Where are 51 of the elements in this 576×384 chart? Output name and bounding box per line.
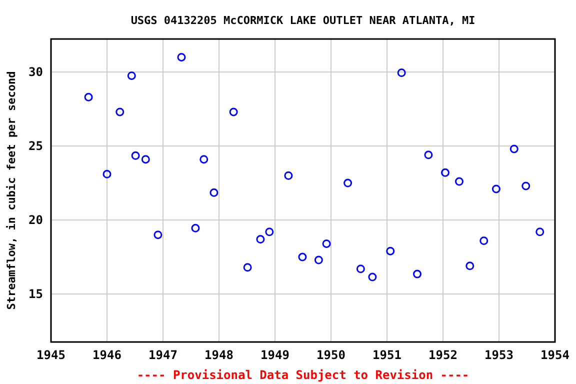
x-tick-label: 1946 — [92, 348, 122, 362]
point — [298, 252, 307, 262]
x-tick-label: 1947 — [148, 348, 178, 362]
point — [412, 270, 422, 278]
point — [141, 155, 150, 164]
y-tick-label: 25 — [28, 139, 43, 154]
point — [200, 155, 208, 164]
x-tick-label: 1954 — [540, 348, 570, 362]
point — [454, 177, 464, 186]
point — [284, 171, 293, 180]
point — [191, 224, 200, 232]
x-tick-label: 1952 — [428, 348, 458, 362]
point — [210, 188, 218, 197]
point — [386, 246, 395, 256]
x-tick-label: 1953 — [484, 348, 514, 362]
point — [466, 262, 474, 270]
point — [440, 168, 450, 177]
point — [536, 228, 544, 236]
x-tick-label: 1949 — [260, 348, 290, 362]
point — [322, 239, 331, 248]
y-tick-label: 30 — [28, 65, 43, 80]
point — [356, 264, 365, 274]
point — [265, 228, 274, 236]
point — [492, 184, 500, 194]
y-axis-title: Streamflow, in cubic feet per second — [5, 71, 18, 310]
point — [480, 236, 488, 246]
point — [154, 230, 162, 240]
point — [344, 178, 352, 188]
point — [256, 235, 265, 244]
point — [368, 272, 377, 282]
point — [131, 151, 140, 160]
text: ---- Provisional Data Subject to Revision ---- — [136, 368, 470, 382]
chart-title: USGS 04132205 McCORMICK LAKE OUTLET NEAR ATLANTA, MI — [130, 14, 476, 27]
point — [314, 256, 323, 264]
y-tick-label: 20 — [28, 213, 43, 228]
point — [102, 170, 112, 178]
point — [522, 182, 530, 190]
point — [177, 52, 186, 62]
point — [229, 108, 238, 116]
x-tick-label: 1948 — [204, 348, 234, 362]
point — [510, 144, 518, 154]
point — [424, 150, 433, 160]
point — [116, 108, 124, 116]
y-tick-label: 15 — [28, 287, 43, 302]
point — [127, 71, 136, 80]
point — [397, 68, 406, 77]
x-tick-label: 1945 — [36, 348, 66, 362]
point — [84, 92, 93, 102]
x-tick-label: 1951 — [372, 348, 402, 362]
point — [243, 263, 252, 272]
x-tick-label: 1950 — [316, 348, 346, 362]
